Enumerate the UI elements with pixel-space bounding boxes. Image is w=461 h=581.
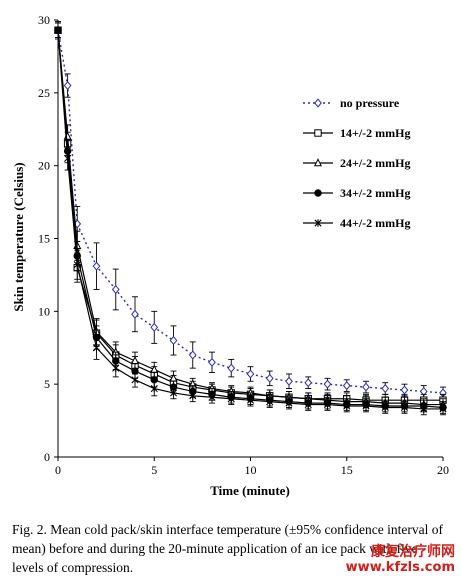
data-point — [265, 373, 274, 383]
data-point — [131, 309, 139, 319]
data-point — [439, 405, 447, 413]
data-point — [111, 284, 120, 295]
data-point — [208, 357, 216, 367]
data-point — [131, 376, 139, 384]
data-point — [227, 363, 236, 373]
data-series — [53, 21, 448, 416]
x-tick-label: 5 — [151, 463, 157, 477]
data-point — [150, 384, 158, 393]
y-tick-label: 0 — [44, 450, 50, 464]
axes — [54, 19, 444, 461]
data-point — [208, 393, 216, 401]
series-1 — [54, 22, 447, 407]
legend-marker — [314, 189, 322, 197]
legend-label: no pressure — [340, 96, 400, 110]
legend: no pressure 14+/-2 mmHg 24+/-2 mmHg 34+/-2 … — [303, 96, 411, 230]
series-line — [57, 30, 444, 409]
legend-label: 44+/-2 mmHg — [340, 216, 411, 230]
series-line — [57, 30, 443, 401]
x-axis-title: Time (minute) — [210, 483, 290, 498]
data-point — [73, 261, 81, 269]
tick-labels: 0 5 10 15 20 25 30 0 5 10 15 20 — [38, 13, 449, 477]
series-0 — [54, 21, 447, 400]
data-point — [285, 399, 293, 407]
data-point — [381, 383, 390, 394]
data-point — [400, 385, 409, 395]
x-tick-label: 15 — [341, 463, 353, 477]
data-point — [285, 376, 293, 386]
legend-marker — [313, 158, 323, 167]
y-tick-label: 20 — [38, 159, 50, 173]
data-point — [362, 402, 370, 410]
legend-entry: no pressure — [303, 96, 400, 110]
data-point — [64, 154, 72, 163]
legend-marker — [314, 98, 322, 108]
series-line — [57, 30, 443, 410]
data-point — [189, 392, 197, 400]
data-point — [343, 402, 351, 410]
chart: 0 5 10 15 20 25 30 0 5 10 15 20 no pressure 14+/-2 m… — [11, 13, 449, 498]
legend-entry: 44+/-2 mmHg — [303, 216, 411, 230]
y-axis-title: Skin temperature (Celsius) — [11, 162, 26, 311]
y-tick-label: 10 — [38, 304, 50, 318]
legend-marker — [314, 219, 322, 227]
data-point — [54, 26, 62, 34]
legend-label: 24+/-2 mmHg — [340, 156, 411, 170]
x-tick-label: 20 — [437, 463, 449, 477]
legend-entry: 14+/-2 mmHg — [303, 126, 411, 140]
data-point — [169, 389, 178, 397]
watermark: 康复治疗师网 www.kfzls.com — [345, 544, 455, 576]
data-point — [342, 381, 351, 391]
legend-label: 34+/-2 mmHg — [340, 186, 411, 200]
legend-marker — [314, 129, 322, 137]
data-point — [150, 322, 159, 332]
data-point — [420, 405, 428, 413]
legend-entry: 24+/-2 mmHg — [303, 156, 411, 170]
series-line — [57, 30, 444, 394]
legend-entry: 34+/-2 mmHg — [303, 186, 411, 200]
data-point — [246, 396, 255, 404]
series-4 — [54, 22, 447, 416]
data-point — [400, 403, 409, 412]
watermark-url: www.kfzls.com — [345, 560, 455, 575]
data-point — [323, 379, 332, 389]
x-tick-label: 10 — [245, 463, 257, 477]
data-point — [381, 403, 389, 412]
data-point — [92, 344, 101, 352]
y-tick-label: 5 — [44, 377, 50, 391]
watermark-title: 康复治疗师网 — [371, 544, 455, 560]
data-point — [63, 80, 72, 91]
data-point — [266, 397, 274, 406]
data-point — [227, 395, 235, 403]
y-tick-label: 30 — [38, 13, 50, 27]
legend-label: 14+/-2 mmHg — [340, 126, 411, 140]
data-point — [169, 335, 178, 346]
data-point — [362, 382, 370, 392]
series-line — [57, 30, 443, 406]
data-point — [304, 378, 313, 388]
data-point — [246, 369, 255, 379]
x-tick-label: 0 — [55, 463, 61, 477]
y-tick-label: 25 — [38, 86, 50, 100]
data-point — [188, 350, 197, 360]
data-point — [323, 400, 332, 409]
data-point — [304, 400, 312, 409]
data-point — [92, 261, 101, 271]
data-point — [112, 364, 120, 372]
figure-caption: Fig. 2. Mean cold pack/skin interface te… — [12, 522, 443, 575]
y-tick-label: 15 — [38, 232, 50, 246]
